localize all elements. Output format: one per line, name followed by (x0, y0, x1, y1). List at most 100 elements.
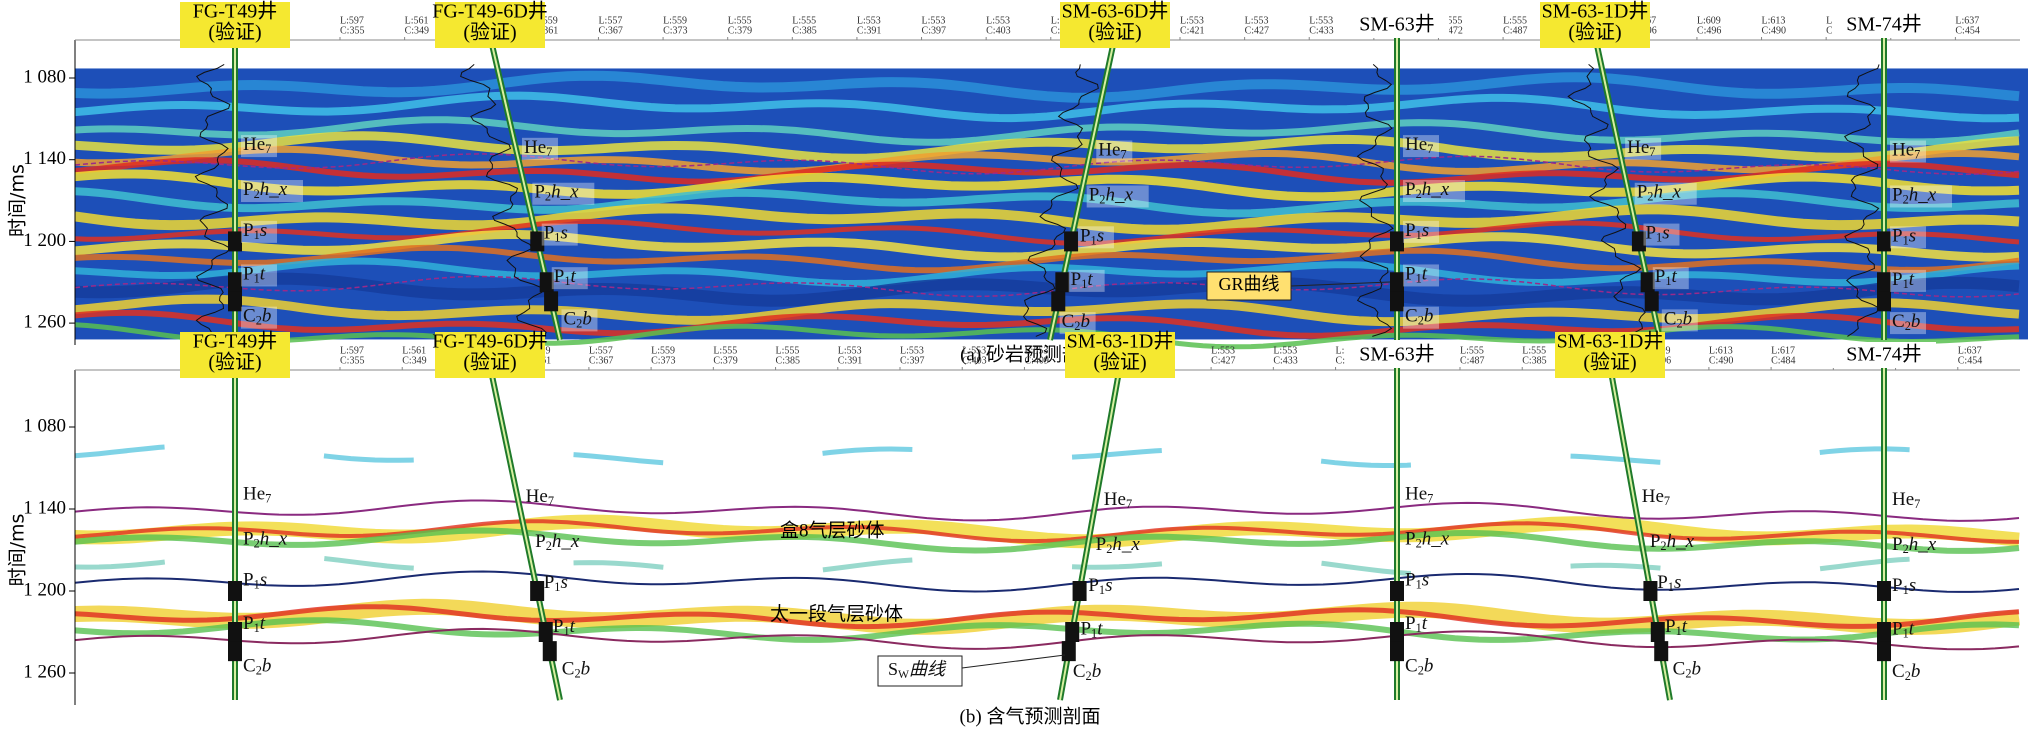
rich-label: P1s (1892, 226, 1916, 247)
well-block (1390, 272, 1404, 293)
label-sub: 2 (574, 666, 580, 680)
header-label: L:555 (713, 345, 737, 356)
gr-curve (1022, 64, 1099, 337)
horizon-line (74, 499, 2020, 522)
rich-label: P2h_x (243, 529, 288, 550)
well-block (1390, 581, 1404, 601)
header-label: C:379 (713, 355, 737, 366)
label-sub: 2 (1106, 542, 1112, 556)
header-label: L:617 (1771, 345, 1795, 356)
label-sub: 1 (1903, 277, 1909, 291)
label-main: P (1645, 223, 1656, 244)
rich-label: P2h_x (1089, 185, 1134, 206)
label-main: He (1104, 489, 1126, 510)
well-label-bg (180, 2, 290, 48)
label-main: C (562, 659, 575, 680)
seismic-band (74, 230, 2020, 262)
header-label: C:484 (1771, 355, 1795, 366)
label-tail: b (1911, 661, 1921, 682)
label-sub: 7 (1664, 494, 1670, 508)
label-tail: h_x (260, 179, 288, 200)
well-block (1065, 622, 1080, 642)
label-main: C (1073, 661, 1086, 682)
label-sub: 2 (254, 187, 260, 201)
rich-label: He7 (524, 137, 552, 158)
header-label: L:597 (340, 345, 364, 356)
horizon-bg (1890, 226, 1926, 249)
well-block (228, 272, 242, 293)
gas-body (74, 552, 2020, 578)
header-label: L:557 (589, 345, 613, 356)
header-label: L:559 (651, 345, 675, 356)
rich-label: P1t (553, 616, 576, 637)
header-label: L:597 (340, 15, 364, 26)
label-main: P (1071, 269, 1082, 290)
rich-label: C2b (1664, 309, 1692, 330)
label-main: He (1642, 486, 1664, 507)
label-main: P (1657, 573, 1668, 594)
rich-label: P1s (243, 570, 267, 591)
header-label: C:454 (1958, 355, 1982, 366)
label-main: P (1655, 267, 1666, 288)
rich-label: P1s (544, 573, 568, 594)
header-label: L:553 (1180, 15, 1204, 26)
label-sub: 1 (1416, 621, 1422, 635)
well-block (1390, 641, 1404, 662)
header-label: C:403 (986, 25, 1010, 36)
label-main: C (1405, 306, 1418, 327)
label-sub: 2 (1647, 190, 1653, 204)
label-sub: 1 (1091, 626, 1097, 640)
horizon-bg (1661, 309, 1698, 332)
label-main: P (1892, 534, 1903, 555)
rich-label: He7 (1892, 489, 1920, 510)
well-block (1643, 581, 1658, 601)
label-main: C (1405, 656, 1418, 677)
header-label: L:637 (1955, 15, 1979, 26)
label-main: P (243, 179, 254, 200)
label-tail: s (560, 223, 567, 244)
header-label: C:355 (340, 355, 364, 366)
well-block (228, 641, 242, 662)
label-tail: s (260, 220, 267, 241)
y-tick-label: 1 080 (23, 415, 66, 436)
y-tick-label: 1 200 (23, 579, 66, 600)
rich-label: He7 (243, 484, 271, 505)
well-block (1877, 231, 1891, 252)
rich-label: C2b (243, 656, 271, 677)
label-sub: 1 (254, 621, 260, 635)
label-main: P (1405, 529, 1416, 550)
header-label: L:555 (776, 345, 800, 356)
well-block (538, 622, 553, 642)
horizon-bg (1643, 223, 1680, 246)
label-main: He (243, 484, 265, 505)
label-main: He (243, 134, 265, 155)
rich-label: He7 (1405, 134, 1433, 155)
y-tick-label: 1 140 (23, 148, 66, 169)
horizon-bg (551, 267, 588, 290)
header-label: L:553 (1245, 15, 1269, 26)
label-tail: b (1692, 659, 1702, 680)
label-main: P (1405, 614, 1416, 635)
header-label: C:367 (598, 25, 622, 36)
rich-label: P1t (1892, 619, 1915, 640)
rich-label: P2h_x (535, 532, 580, 553)
rich-label: He7 (243, 134, 271, 155)
label-main: He (1405, 484, 1427, 505)
well-label-mask (1832, 12, 1936, 38)
header-label: C:427 (1211, 355, 1235, 366)
well-note: (验证) (1568, 21, 1621, 44)
well-label-mask (1345, 342, 1449, 368)
seismic-band (74, 322, 2020, 350)
label-tail: s (260, 570, 267, 591)
label-sub: 2 (1905, 669, 1911, 683)
well-label-mask (1345, 12, 1449, 38)
label-tail: t (1087, 269, 1093, 290)
header-label: L:559 (663, 15, 687, 26)
label-tail: s (1909, 226, 1916, 247)
label-tail: h_x (1422, 179, 1450, 200)
rich-label: He7 (1627, 137, 1655, 158)
well-label-bg (435, 2, 545, 48)
gas-body (74, 617, 2020, 643)
horizon-bg (241, 306, 277, 329)
rich-label: C2b (243, 306, 271, 327)
